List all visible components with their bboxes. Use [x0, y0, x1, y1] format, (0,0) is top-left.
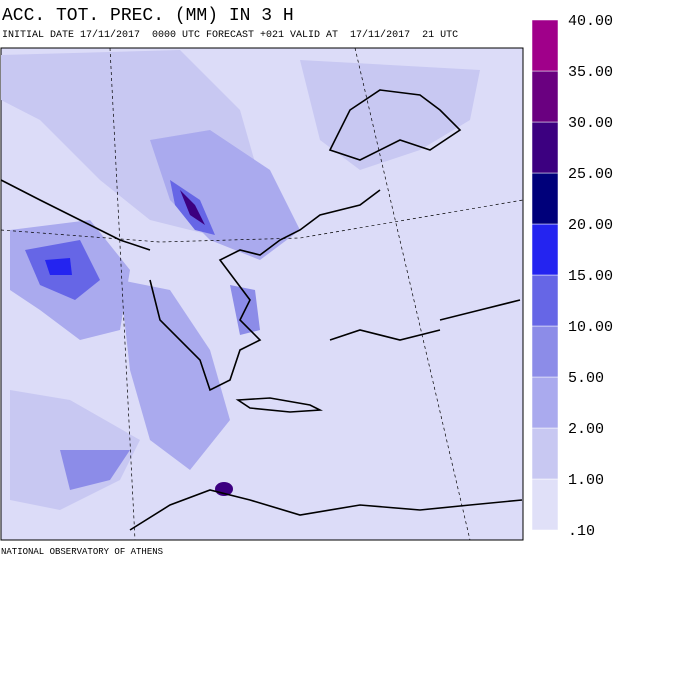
footer-credit: NATIONAL OBSERVATORY OF ATHENS: [1, 547, 163, 557]
legend: .10 1.00 2.00 5.00 10.00 15.00 20.00 25.00 30.00…: [531, 13, 613, 540]
legend-label: 25.00: [568, 166, 613, 183]
graticule: [354, 47, 471, 541]
coastline: [0, 179, 151, 251]
coastline: [328, 89, 462, 161]
precip-area: [150, 130, 300, 260]
legend-swatch: [531, 172, 559, 225]
legend-swatch: [531, 223, 559, 276]
legend-swatch: [531, 274, 559, 327]
legend-label: 30.00: [568, 115, 613, 132]
legend-swatch: [531, 121, 559, 174]
legend-label: 35.00: [568, 64, 613, 81]
legend-swatch: [531, 376, 559, 429]
precip-area: [180, 190, 205, 225]
legend-label: 40.00: [568, 13, 613, 30]
legend-label: .10: [568, 523, 595, 540]
legend-label: 5.00: [568, 370, 604, 387]
legend-label: 2.00: [568, 421, 604, 438]
graticule: [0, 199, 524, 243]
map-title: ACC. TOT. PREC. (MM) IN 3 H: [2, 6, 294, 26]
coastline: [235, 397, 323, 413]
coastline: [329, 329, 441, 341]
legend-label: 15.00: [568, 268, 613, 285]
graticule: [109, 47, 136, 541]
map-subtitle: INITIAL DATE 17/11/2017 0000 UTC FORECAS…: [2, 29, 458, 41]
coastline: [439, 299, 521, 321]
legend-swatch: [531, 19, 559, 72]
precip-area: [45, 258, 72, 275]
legend-swatch: [531, 70, 559, 123]
legend-label: 1.00: [568, 472, 604, 489]
precip-area: [300, 60, 480, 170]
legend-swatch: [531, 478, 559, 531]
precip-area: [120, 280, 230, 470]
legend-swatch: [531, 427, 559, 480]
legend-swatch: [531, 325, 559, 378]
legend-label: 10.00: [568, 319, 613, 336]
map: [0, 47, 524, 541]
legend-label: 20.00: [568, 217, 613, 234]
precip-area: [60, 450, 130, 490]
coastline: [149, 189, 381, 392]
coastline: [129, 489, 523, 531]
